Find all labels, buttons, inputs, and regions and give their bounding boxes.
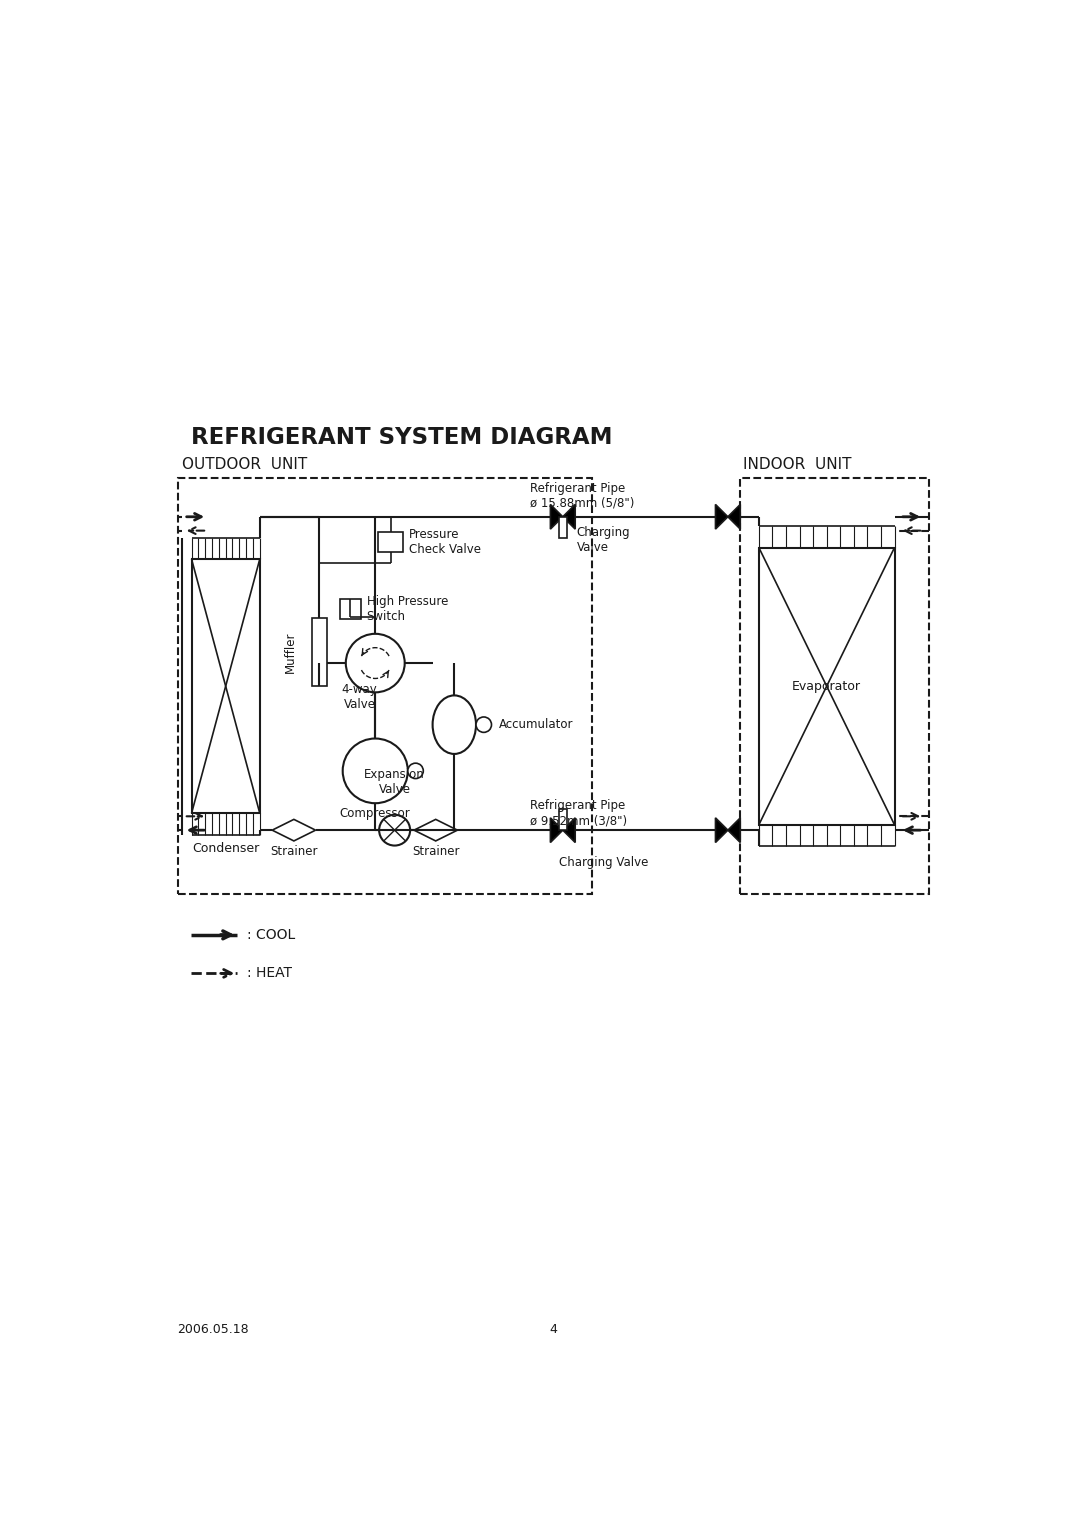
- Text: Charging
Valve: Charging Valve: [577, 526, 631, 553]
- Bar: [340, 599, 361, 619]
- Ellipse shape: [433, 695, 476, 753]
- Text: Pressure
Check Valve: Pressure Check Valve: [409, 529, 482, 556]
- Text: Expansion
Valve: Expansion Valve: [364, 769, 426, 796]
- Circle shape: [408, 762, 423, 779]
- Bar: [559, 808, 567, 830]
- Polygon shape: [728, 817, 740, 842]
- Circle shape: [379, 814, 410, 845]
- Polygon shape: [551, 817, 563, 842]
- Text: OUTDOOR  UNIT: OUTDOOR UNIT: [181, 457, 307, 472]
- Text: : COOL: : COOL: [246, 927, 295, 941]
- Circle shape: [346, 634, 405, 692]
- Text: High Pressure
Switch: High Pressure Switch: [367, 596, 448, 623]
- Text: 4: 4: [550, 1323, 557, 1335]
- Text: INDOOR  UNIT: INDOOR UNIT: [743, 457, 852, 472]
- Text: : HEAT: : HEAT: [246, 966, 292, 981]
- Polygon shape: [563, 504, 576, 529]
- Polygon shape: [551, 504, 563, 529]
- Text: Refrigerant Pipe
ø 15.88mm (5/8"): Refrigerant Pipe ø 15.88mm (5/8"): [530, 481, 635, 510]
- Text: Evaporator: Evaporator: [793, 680, 861, 692]
- Bar: [177, 478, 592, 894]
- Text: Muffler: Muffler: [283, 631, 297, 672]
- Polygon shape: [728, 504, 740, 529]
- Polygon shape: [414, 819, 458, 840]
- Text: Accumulator: Accumulator: [499, 718, 573, 732]
- Text: 2006.05.18: 2006.05.18: [177, 1323, 249, 1335]
- Polygon shape: [715, 504, 728, 529]
- Text: Compressor: Compressor: [340, 807, 410, 821]
- Bar: [191, 559, 260, 813]
- Polygon shape: [563, 817, 576, 842]
- Text: REFRIGERANT SYSTEM DIAGRAM: REFRIGERANT SYSTEM DIAGRAM: [191, 426, 612, 449]
- Bar: [759, 547, 894, 825]
- Circle shape: [476, 717, 491, 732]
- Bar: [312, 619, 327, 686]
- Text: Strainer: Strainer: [270, 845, 318, 857]
- Circle shape: [342, 738, 408, 804]
- Text: Condenser: Condenser: [192, 842, 259, 854]
- Text: Charging Valve: Charging Valve: [559, 856, 648, 869]
- Polygon shape: [272, 819, 315, 840]
- Polygon shape: [715, 817, 728, 842]
- Text: Strainer: Strainer: [411, 845, 459, 857]
- Text: Refrigerant Pipe
ø 9.52mm (3/8"): Refrigerant Pipe ø 9.52mm (3/8"): [530, 799, 627, 827]
- Bar: [740, 478, 930, 894]
- Bar: [378, 532, 403, 552]
- Bar: [559, 516, 567, 538]
- Text: 4-way
Valve: 4-way Valve: [342, 683, 378, 711]
